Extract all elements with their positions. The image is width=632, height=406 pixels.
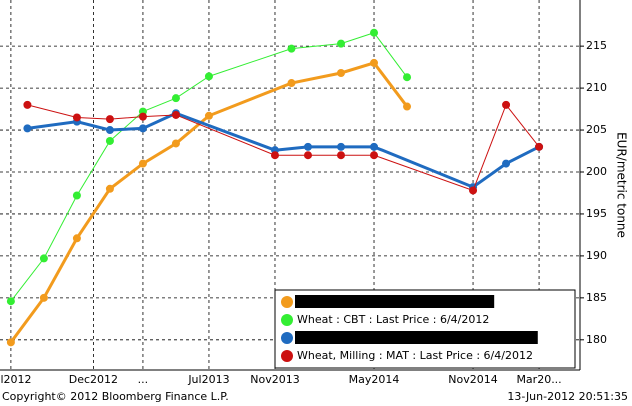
data-point: [72, 191, 81, 200]
data-point: [370, 58, 379, 67]
data-point: [105, 115, 114, 124]
data-point: [469, 186, 478, 195]
y-tick-label: 215: [586, 39, 607, 52]
data-point: [138, 112, 147, 121]
x-tick-label: May2014: [349, 373, 400, 386]
data-point: [23, 124, 32, 133]
data-point: [403, 73, 412, 82]
legend-label: Wheat : CBT : Last Price : Live Data: [297, 295, 492, 308]
legend-label: Wheat : CBT : Last Price : 6/4/2012: [297, 313, 489, 326]
data-point: [502, 159, 511, 168]
y-tick-label: 210: [586, 81, 607, 94]
y-tick-label: 195: [586, 207, 607, 220]
y-axis-label: EUR/metric tonne: [615, 132, 629, 238]
series-line: [27, 111, 540, 189]
legend-highlight: [295, 295, 495, 308]
data-point: [337, 151, 346, 160]
data-point: [337, 142, 346, 151]
data-point: [204, 72, 213, 81]
data-point: [303, 142, 312, 151]
data-point: [6, 297, 15, 306]
data-point: [138, 159, 147, 168]
data-point: [502, 100, 511, 109]
data-point: [370, 142, 379, 151]
y-tick-label: 185: [586, 291, 607, 304]
timestamp: 13-Jun-2012 20:51:35: [507, 390, 628, 403]
data-point: [105, 136, 114, 145]
data-point: [403, 102, 412, 111]
y-tick-label: 205: [586, 123, 607, 136]
y-tick-label: 190: [586, 249, 607, 262]
data-point: [337, 68, 346, 77]
legend-marker: [281, 350, 293, 362]
data-point: [337, 39, 346, 48]
data-point: [287, 79, 296, 88]
x-tick-label: Jul2012: [0, 373, 32, 386]
legend-highlight: [295, 331, 538, 344]
data-point: [535, 142, 544, 151]
y-tick-label: 180: [586, 333, 607, 346]
x-tick-label: ...: [138, 373, 149, 386]
data-point: [171, 94, 180, 103]
data-point: [171, 110, 180, 119]
data-point: [370, 28, 379, 37]
data-point: [105, 184, 114, 193]
data-point: [303, 151, 312, 160]
data-point: [204, 111, 213, 120]
data-point: [6, 338, 15, 347]
y-tick-label: 200: [586, 165, 607, 178]
legend-marker: [281, 332, 293, 344]
data-point: [39, 254, 48, 263]
data-point: [72, 234, 81, 243]
data-point: [138, 124, 147, 133]
data-point: [270, 151, 279, 160]
data-point: [287, 44, 296, 53]
series-line: [27, 103, 540, 192]
x-tick-label: Nov2013: [250, 373, 299, 386]
x-tick-label: Dec2012: [69, 373, 118, 386]
legend-label: Wheat, Milling : MAT : Last Price : Live…: [297, 331, 536, 344]
data-point: [39, 293, 48, 302]
legend-marker: [281, 314, 293, 326]
data-point: [105, 126, 114, 135]
x-tick-label: Mar20...: [516, 373, 561, 386]
data-point: [23, 100, 32, 109]
x-tick-label: Jul2013: [187, 373, 229, 386]
legend-label: Wheat, Milling : MAT : Last Price : 6/4/…: [297, 349, 533, 362]
copyright: Copyright© 2012 Bloomberg Finance L.P.: [2, 390, 229, 403]
legend-marker: [281, 296, 293, 308]
data-point: [72, 113, 81, 122]
data-point: [370, 151, 379, 160]
x-tick-label: Nov2014: [448, 373, 497, 386]
data-point: [171, 139, 180, 148]
